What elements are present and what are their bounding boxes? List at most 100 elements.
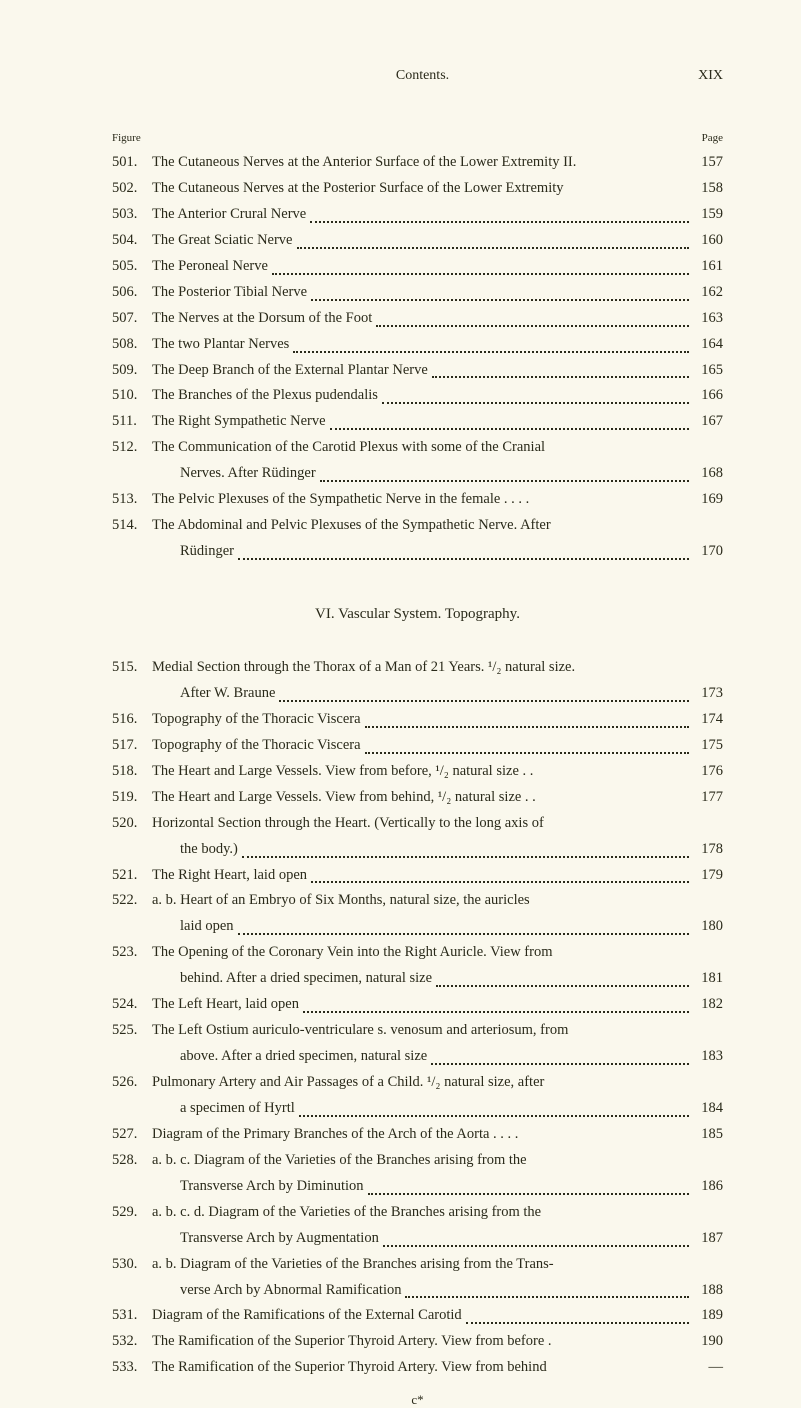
- figure-number: 523.: [112, 940, 152, 965]
- leader-dots: [432, 354, 689, 379]
- leader-dots: [279, 677, 689, 702]
- figure-number: 514.: [112, 513, 152, 538]
- leader-dots: [311, 859, 689, 884]
- entry-text: The Right Heart, laid open 179: [152, 863, 723, 888]
- entry-text: The Heart and Large Vessels. View from b…: [152, 759, 723, 784]
- leader-dots: [382, 379, 689, 404]
- entry-text: The Left Heart, laid open 182: [152, 992, 723, 1017]
- entry-description: The Right Heart, laid open: [152, 863, 307, 888]
- toc-entry: 517.Topography of the Thoracic Viscera17…: [112, 733, 723, 758]
- entry-description: the body.): [180, 837, 238, 862]
- toc-entry: 513.The Pelvic Plexuses of the Sympathet…: [112, 487, 723, 512]
- page-number: 162: [693, 280, 723, 305]
- leader-dots: [365, 703, 689, 728]
- page-number: 177: [693, 785, 723, 810]
- toc-entry-continuation: Nerves. After Rüdinger168: [112, 461, 723, 486]
- page-number: 181: [693, 966, 723, 991]
- toc-entry-continuation: above. After a dried specimen, natural s…: [112, 1044, 723, 1069]
- leader-dots: [299, 1092, 689, 1117]
- page-number: 185: [693, 1122, 723, 1147]
- leader-dots: [303, 988, 689, 1013]
- figure-number: 518.: [112, 759, 152, 784]
- entry-text: Transverse Arch by Augmentation187: [180, 1226, 723, 1251]
- footer-mark: c*: [112, 1392, 723, 1408]
- entry-text: The Ramification of the Superior Thyroid…: [152, 1355, 723, 1380]
- page-number: 170: [693, 539, 723, 564]
- entries-bottom-section: 515.Medial Section through the Thorax of…: [112, 655, 723, 1380]
- entry-text: above. After a dried specimen, natural s…: [180, 1044, 723, 1069]
- figure-number: 528.: [112, 1148, 152, 1173]
- figure-number: 527.: [112, 1122, 152, 1147]
- figure-number: 506.: [112, 280, 152, 305]
- entry-description: Topography of the Thoracic Viscera: [152, 733, 361, 758]
- entry-text: The Ramification of the Superior Thyroid…: [152, 1329, 723, 1354]
- figure-number: 507.: [112, 306, 152, 331]
- entry-text: Diagram of the Primary Branches of the A…: [152, 1122, 723, 1147]
- figure-number: 508.: [112, 332, 152, 357]
- entry-description: The Heart and Large Vessels. View from b…: [152, 785, 536, 810]
- figure-number: 504.: [112, 228, 152, 253]
- leader-dots: [330, 405, 689, 430]
- figure-number: 517.: [112, 733, 152, 758]
- entry-description: above. After a dried specimen, natural s…: [180, 1044, 427, 1069]
- entry-text: Transverse Arch by Diminution186: [180, 1174, 723, 1199]
- toc-entry: 518.The Heart and Large Vessels. View fr…: [112, 759, 723, 784]
- figure-number: 530.: [112, 1252, 152, 1277]
- page-number: 187: [693, 1226, 723, 1251]
- figure-number: 515.: [112, 655, 152, 680]
- entry-description: The Ramification of the Superior Thyroid…: [152, 1329, 552, 1354]
- leader-dots: [365, 729, 689, 754]
- toc-entry: 532.The Ramification of the Superior Thy…: [112, 1329, 723, 1354]
- entry-description: The two Plantar Nerves: [152, 332, 289, 357]
- entry-text: The Heart and Large Vessels. View from b…: [152, 785, 723, 810]
- toc-entry: 521.The Right Heart, laid open 179: [112, 863, 723, 888]
- toc-entry-continuation: Rüdinger 170: [112, 539, 723, 564]
- entry-description: The Cutaneous Nerves at the Anterior Sur…: [152, 150, 576, 175]
- page-number: 190: [693, 1329, 723, 1354]
- toc-entry-continuation: a specimen of Hyrtl184: [112, 1096, 723, 1121]
- page-number: 184: [693, 1096, 723, 1121]
- figure-number: 505.: [112, 254, 152, 279]
- figure-number: 521.: [112, 863, 152, 888]
- entry-text: Nerves. After Rüdinger168: [180, 461, 723, 486]
- entry-text: The Right Sympathetic Nerve167: [152, 409, 723, 434]
- leader-dots: [238, 910, 689, 935]
- figure-label: Figure: [112, 132, 141, 144]
- section-title: VI. Vascular System. Topography.: [112, 606, 723, 623]
- toc-entry: 527.Diagram of the Primary Branches of t…: [112, 1122, 723, 1147]
- leader-dots: [238, 535, 689, 560]
- page-number: 159: [693, 202, 723, 227]
- figure-number: 531.: [112, 1303, 152, 1328]
- entry-description: Transverse Arch by Diminution: [180, 1174, 364, 1199]
- page-number: —: [693, 1355, 723, 1380]
- toc-entry: 524.The Left Heart, laid open 182: [112, 992, 723, 1017]
- figure-number: 520.: [112, 811, 152, 836]
- page-number: 165: [693, 358, 723, 383]
- leader-dots: [272, 250, 689, 275]
- entry-description: The Left Heart, laid open: [152, 992, 299, 1017]
- entry-text: Topography of the Thoracic Viscera175: [152, 733, 723, 758]
- page-number: 169: [693, 487, 723, 512]
- page-number: 161: [693, 254, 723, 279]
- entry-description: Rüdinger: [180, 539, 234, 564]
- figure-number: 519.: [112, 785, 152, 810]
- entry-text: Rüdinger 170: [180, 539, 723, 564]
- leader-dots: [310, 198, 689, 223]
- figure-number: 513.: [112, 487, 152, 512]
- page-number: 167: [693, 409, 723, 434]
- page-number: 178: [693, 837, 723, 862]
- header-page-roman: XIX: [673, 68, 723, 84]
- toc-entry-continuation: Transverse Arch by Diminution186: [112, 1174, 723, 1199]
- entry-description: laid open: [180, 914, 234, 939]
- entries-top-section: 501.The Cutaneous Nerves at the Anterior…: [112, 150, 723, 564]
- header-title: Contents.: [112, 68, 673, 84]
- figure-number: 524.: [112, 992, 152, 1017]
- figure-number: 526.: [112, 1070, 152, 1095]
- page-number: 182: [693, 992, 723, 1017]
- entry-description: Topography of the Thoracic Viscera: [152, 707, 361, 732]
- entry-description: The Anterior Crural Nerve: [152, 202, 306, 227]
- page-number: 160: [693, 228, 723, 253]
- figure-number: 512.: [112, 435, 152, 460]
- page-number: 179: [693, 863, 723, 888]
- leader-dots: [293, 328, 689, 353]
